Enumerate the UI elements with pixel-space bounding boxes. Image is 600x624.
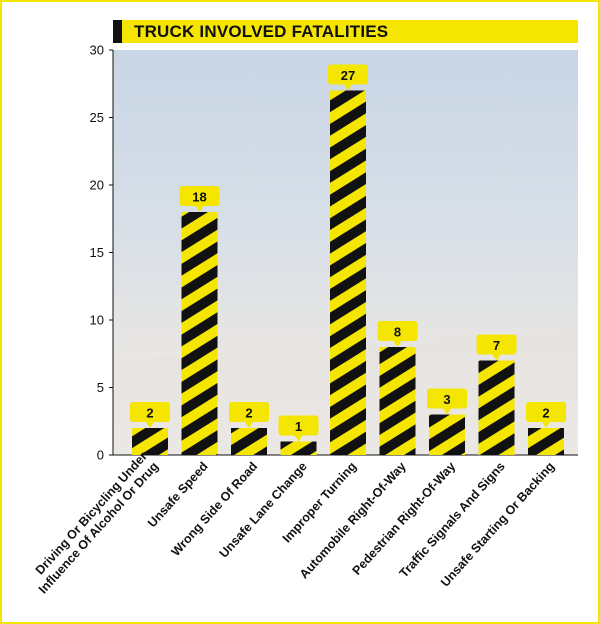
value-callout	[526, 402, 566, 428]
value-label: 8	[394, 325, 401, 340]
value-label: 7	[493, 338, 500, 353]
value-callout	[476, 334, 517, 361]
y-tick-label: 20	[90, 178, 104, 193]
bar	[429, 414, 465, 455]
value-callout	[130, 402, 170, 428]
y-tick-label: 15	[90, 245, 104, 260]
y-tick-label: 5	[97, 380, 104, 395]
value-label: 2	[245, 406, 252, 421]
category-label: Driving Or Bicycling Under	[33, 449, 150, 577]
value-callout	[229, 402, 269, 428]
bar	[280, 441, 317, 455]
bar	[379, 347, 416, 455]
value-label: 18	[192, 190, 206, 205]
value-label: 1	[295, 419, 302, 434]
y-tick-label: 25	[90, 110, 104, 125]
category-label-group: Unsafe Lane Change	[217, 459, 310, 560]
chart-title: TRUCK INVOLVED FATALITIES	[134, 22, 389, 41]
bar	[231, 428, 267, 455]
value-label: 27	[341, 68, 355, 83]
value-label: 3	[443, 392, 450, 407]
category-label: Pedestrian Right-Of-Way	[350, 459, 459, 577]
value-callout	[328, 64, 368, 91]
value-callout	[427, 388, 467, 415]
y-tick-label: 10	[90, 313, 104, 328]
y-tick-label: 30	[90, 43, 104, 58]
value-callout	[377, 321, 418, 347]
value-label: 2	[542, 406, 549, 421]
bar	[528, 428, 564, 455]
value-callout	[179, 186, 220, 212]
bar	[330, 90, 366, 455]
value-callout	[278, 415, 319, 442]
value-label: 2	[146, 406, 153, 421]
y-tick-label: 0	[97, 448, 104, 463]
bar	[132, 428, 168, 455]
category-label: Wrong Side Of Road	[169, 459, 261, 559]
title-marker	[113, 20, 122, 43]
bar	[181, 212, 218, 455]
category-label-group: Wrong Side Of Road	[169, 459, 261, 559]
category-label-group: Pedestrian Right-Of-Way	[350, 459, 459, 577]
bar	[478, 360, 515, 455]
category-label: Influence Of Alcohol Or Drug	[36, 459, 161, 596]
category-label: Unsafe Lane Change	[217, 459, 310, 560]
title-banner	[113, 20, 578, 43]
